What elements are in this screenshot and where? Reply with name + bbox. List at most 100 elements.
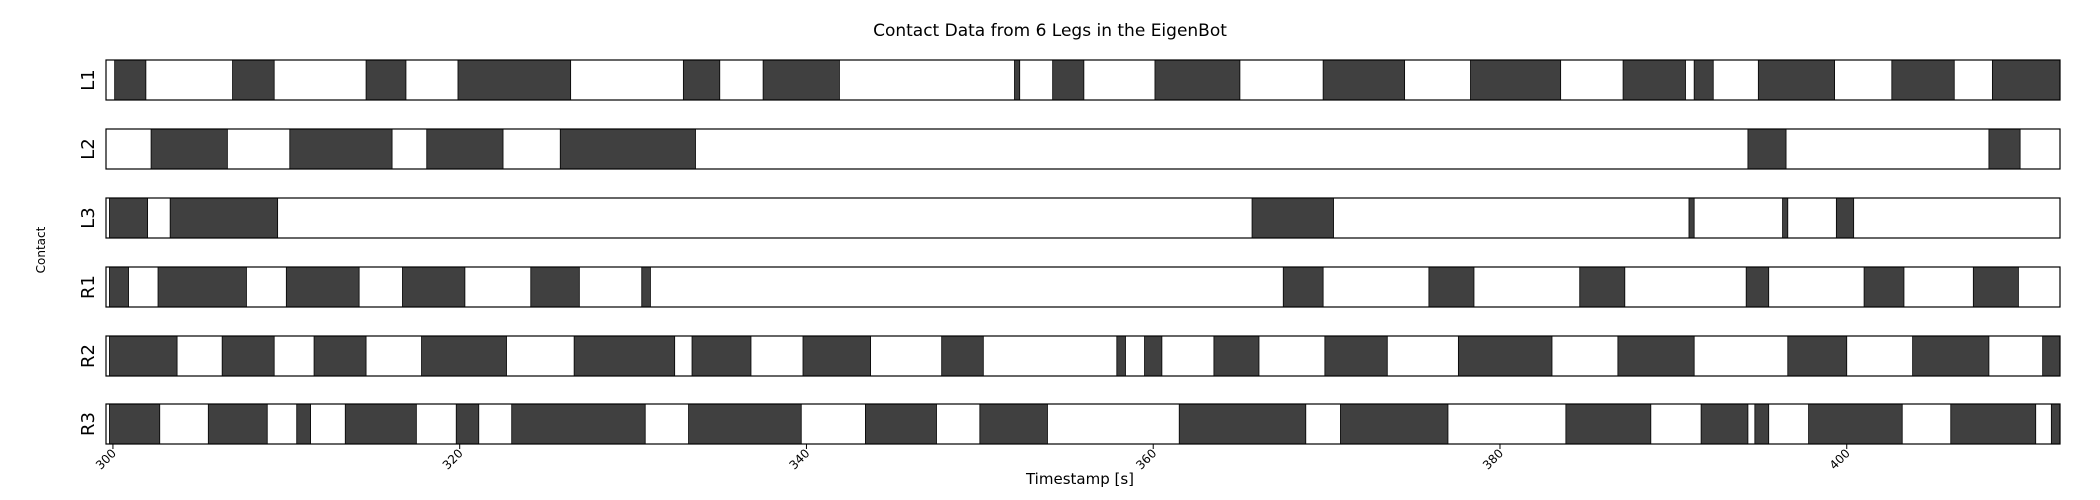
contact-segment (1863, 266, 1905, 308)
leg-row-l1: L1 (78, 59, 2061, 101)
contact-segment (979, 403, 1048, 445)
contact-segment (1835, 197, 1855, 239)
contact-segment (1014, 59, 1021, 101)
contact-segment (221, 335, 275, 377)
x-tick-label: 300 (93, 446, 119, 472)
contact-segment (313, 335, 367, 377)
contact-segment (1782, 197, 1789, 239)
contact-segment (344, 403, 417, 445)
contact-segment (1950, 403, 2037, 445)
contact-segment (573, 335, 676, 377)
x-tick-label: 380 (1480, 446, 1506, 472)
contact-segment (1972, 266, 2019, 308)
row-border (105, 266, 2061, 308)
contact-segment (802, 335, 872, 377)
leg-row-l2: L2 (78, 128, 2061, 170)
contact-segment (1579, 266, 1626, 308)
contact-segment (1745, 266, 1770, 308)
contact-segment (114, 59, 147, 101)
contact-segment (296, 403, 311, 445)
contact-segment (109, 197, 149, 239)
row-label-r2: R2 (78, 344, 99, 368)
contact-segment (1116, 335, 1126, 377)
row-border (105, 128, 2061, 170)
contact-segment (641, 266, 651, 308)
x-tick-label: 340 (786, 446, 812, 472)
contact-segment (2042, 335, 2061, 377)
contact-segment (232, 59, 275, 101)
row-label-r1: R1 (78, 275, 99, 299)
row-label-r3: R3 (78, 412, 99, 436)
contact-segment (688, 403, 802, 445)
x-tick-label: 320 (440, 446, 466, 472)
leg-row-r1: R1 (78, 266, 2061, 308)
contact-segment (2050, 403, 2061, 445)
contact-segment (1340, 403, 1449, 445)
contact-segment (559, 128, 696, 170)
contact-segment (109, 335, 178, 377)
y-axis-label: Contact (34, 226, 48, 273)
contact-segment (207, 403, 268, 445)
contact-segment (691, 335, 752, 377)
contact-segment (109, 266, 129, 308)
row-border (105, 59, 2061, 101)
contact-segment (1808, 403, 1903, 445)
leg-row-r3: R3 (78, 403, 2061, 445)
contact-segment (865, 403, 937, 445)
contact-segment (289, 128, 393, 170)
contact-segment (150, 128, 228, 170)
contact-segment (1144, 335, 1163, 377)
contact-segment (1787, 335, 1848, 377)
contact-segment (169, 197, 279, 239)
contact-segment (1912, 335, 1990, 377)
contact-segment (1052, 59, 1085, 101)
contact-segment (1617, 335, 1695, 377)
contact-segment (1700, 403, 1749, 445)
contact-segment (402, 266, 466, 308)
contact-segment (1565, 403, 1652, 445)
contact-segment (426, 128, 504, 170)
contact-segment (530, 266, 580, 308)
contact-segment (1757, 59, 1836, 101)
contact-segment (157, 266, 247, 308)
x-tick-label: 360 (1133, 446, 1159, 472)
contact-segment (1991, 59, 2061, 101)
contact-segment (1688, 197, 1695, 239)
contact-segment (285, 266, 360, 308)
contact-segment (941, 335, 984, 377)
row-background (106, 198, 2060, 238)
contact-segment (1154, 59, 1241, 101)
row-label-l1: L1 (78, 69, 99, 90)
contact-segment (1988, 128, 2021, 170)
contact-segment (1754, 403, 1770, 445)
contact-segment (365, 59, 407, 101)
contact-segment (455, 403, 480, 445)
contact-segment (762, 59, 840, 101)
contact-segment (682, 59, 721, 101)
row-background (106, 336, 2060, 376)
leg-rows: L1 L2 L3 R1 R2 R3 (78, 59, 2061, 445)
x-tick-label: 400 (1827, 446, 1853, 472)
contact-segment (1457, 335, 1553, 377)
contact-segment (1622, 59, 1686, 101)
x-axis-ticks: 300 320 340 360 380 400 (93, 444, 1853, 472)
contact-segment (1747, 128, 1787, 170)
contact-segment (1470, 59, 1562, 101)
leg-row-l3: L3 (78, 197, 2061, 239)
contact-segment (1693, 59, 1714, 101)
contact-segment (1251, 197, 1334, 239)
contact-segment (109, 403, 161, 445)
contact-segment (511, 403, 646, 445)
x-axis-label: Timestamp [s] (1025, 470, 1134, 488)
contact-segment (421, 335, 507, 377)
row-border (105, 335, 2061, 377)
contact-segment (457, 59, 572, 101)
row-border (105, 403, 2061, 445)
row-label-l2: L2 (78, 138, 99, 159)
contact-segment (1322, 59, 1406, 101)
chart-title: Contact Data from 6 Legs in the EigenBot (873, 21, 1227, 41)
contact-segment (1428, 266, 1475, 308)
row-border (105, 197, 2061, 239)
contact-segment (1178, 403, 1307, 445)
